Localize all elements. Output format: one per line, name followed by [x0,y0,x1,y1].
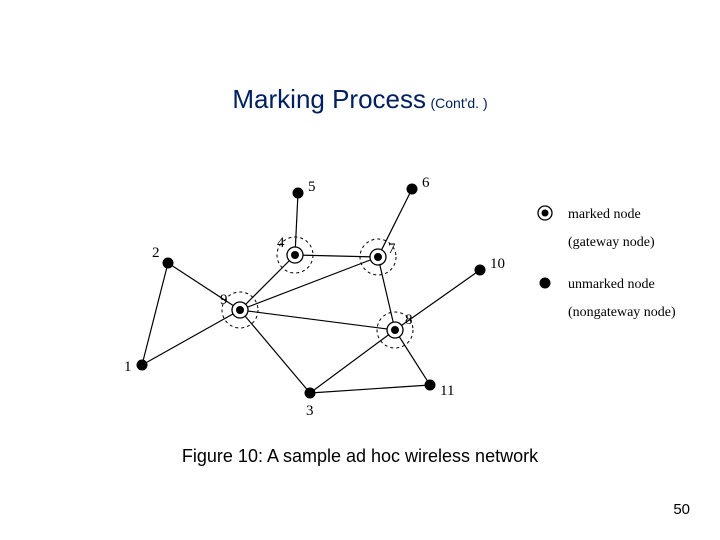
network-node-label: 6 [422,175,430,191]
network-edge [142,263,168,365]
legend-symbols [530,195,560,315]
legend-unmarked-label-2: (nongateway node) [568,305,676,321]
network-node-label: 8 [405,312,413,328]
network-node [163,258,174,269]
network-node-label: 9 [220,292,228,308]
network-node-label: 1 [124,359,132,375]
network-diagram: 1 2 3 4 5 6 7 8 9 10 11 [120,175,520,415]
network-edge [240,255,295,310]
figure-caption: Figure 10: A sample ad hoc wireless netw… [0,446,720,467]
network-edge [310,385,430,393]
network-edge [240,310,395,330]
title-main: Marking Process [232,84,426,114]
network-node-marked-inner [291,251,299,259]
network-node-marked-inner [236,306,244,314]
network-node [137,360,148,371]
network-edge [310,330,395,393]
network-node [425,380,436,391]
network-node-label: 2 [152,245,160,261]
network-node-marked-inner [374,253,382,261]
network-node-label: 5 [308,179,316,195]
network-node-label: 10 [490,256,505,272]
legend-marked-icon-inner [542,210,549,217]
network-edge [295,193,298,255]
network-edge [295,255,378,257]
network-node-marked-inner [391,326,399,334]
network-node [407,184,418,195]
legend-unmarked-label-1: unmarked node [568,277,655,293]
network-edge [240,310,310,393]
network-node-label: 11 [440,383,454,399]
network-edge [240,257,378,310]
network-node-label: 7 [388,241,396,257]
network-edge [142,310,240,365]
network-node [475,265,486,276]
legend-unmarked-icon [540,278,551,289]
network-node-label: 3 [306,403,314,415]
page-number: 50 [673,501,690,518]
network-edge [168,263,240,310]
slide-title: Marking Process (Cont'd. ) [0,84,720,115]
network-edge [395,330,430,385]
legend-marked-label-1: marked node [568,207,641,223]
network-node [305,388,316,399]
legend-marked-label-2: (gateway node) [568,235,655,251]
network-node [293,188,304,199]
network-node-label: 4 [277,235,285,251]
title-sub: (Cont'd. ) [430,95,487,111]
